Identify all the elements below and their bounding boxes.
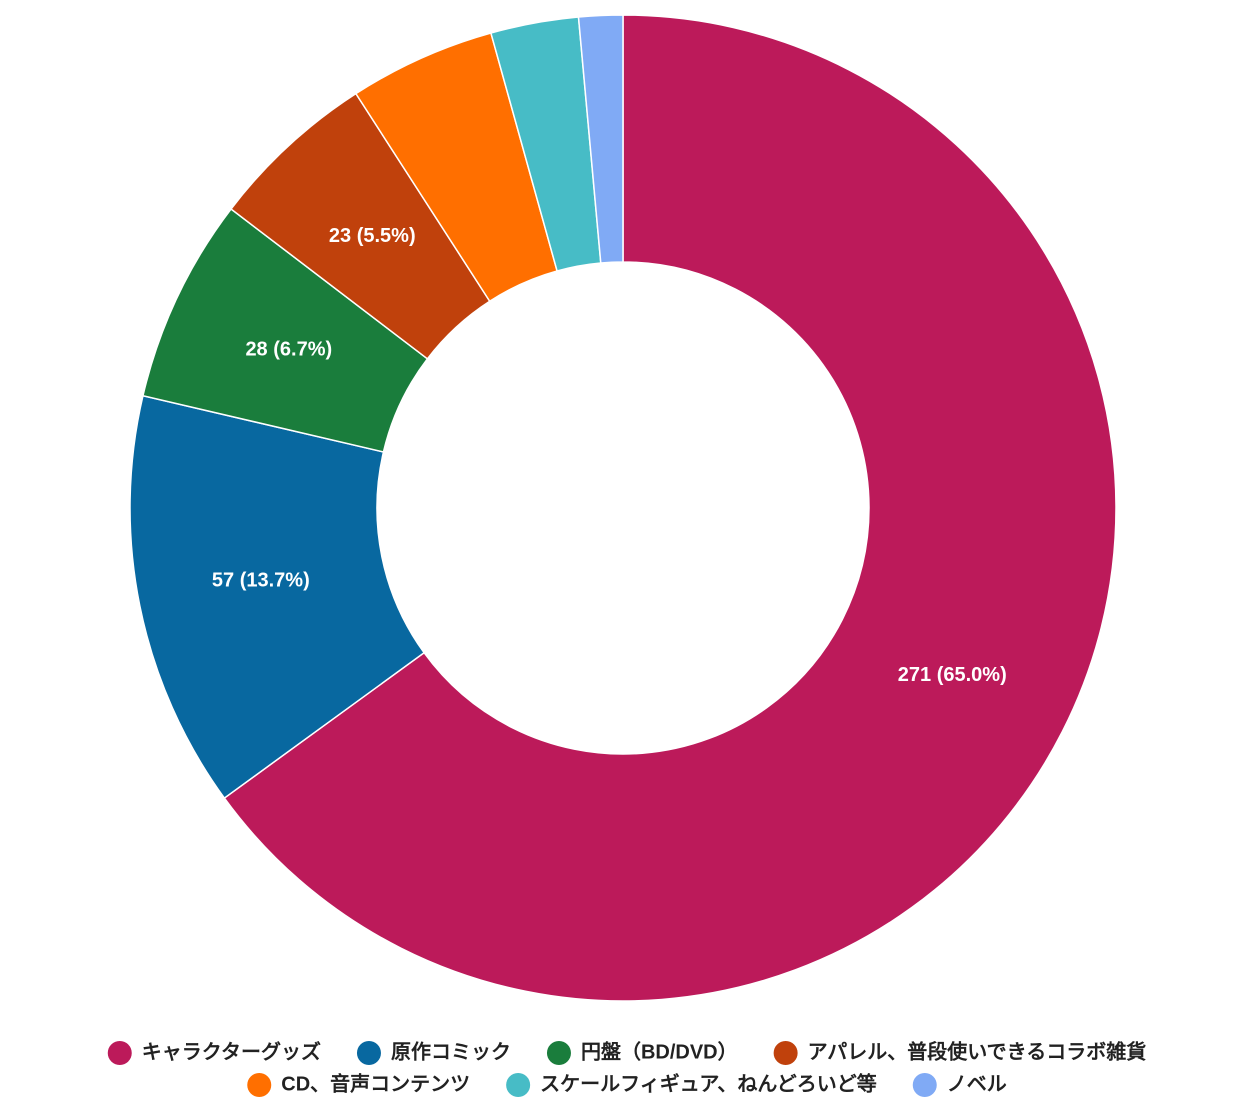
legend-label: キャラクターグッズ: [142, 1039, 321, 1063]
legend-item: 円盤（BD/DVD）: [546, 1039, 738, 1065]
legend-label: 原作コミック: [391, 1039, 511, 1063]
legend-marker: [912, 1073, 937, 1097]
legend-label: スケールフィギュア、ねんどろいど等: [540, 1071, 877, 1095]
legend-label: 円盤（BD/DVD）: [581, 1039, 738, 1063]
donut-slice: [223, 14, 1117, 1002]
legend-label: アパレル、普段使いできるコラボ雑貨: [808, 1039, 1147, 1063]
slice-label: 28 (6.7%): [245, 339, 332, 361]
legend-marker: [506, 1073, 531, 1097]
slice-label: 23 (5.5%): [329, 225, 416, 247]
legend-item: スケールフィギュア、ねんどろいど等: [506, 1071, 877, 1097]
legend-marker: [546, 1041, 571, 1065]
legend-marker: [356, 1041, 381, 1065]
legend-item: ノベル: [912, 1073, 1007, 1097]
legend-item: CD、音声コンテンツ: [247, 1071, 470, 1097]
legend-item: キャラクターグッズ: [107, 1039, 321, 1065]
legend-marker: [107, 1041, 132, 1065]
legend-item: アパレル、普段使いできるコラボ雑貨: [773, 1039, 1147, 1065]
legend-marker: [773, 1041, 798, 1065]
legend-label: CD、音声コンテンツ: [281, 1071, 470, 1095]
legend-marker: [247, 1073, 272, 1097]
donut-slice: [577, 14, 624, 264]
legend-item: 原作コミック: [356, 1039, 511, 1065]
slice-label: 57 (13.7%): [212, 570, 310, 592]
legend-label: ノベル: [947, 1073, 1007, 1095]
donut-slice: [129, 394, 426, 800]
slice-label: 271 (65.0%): [898, 664, 1007, 686]
